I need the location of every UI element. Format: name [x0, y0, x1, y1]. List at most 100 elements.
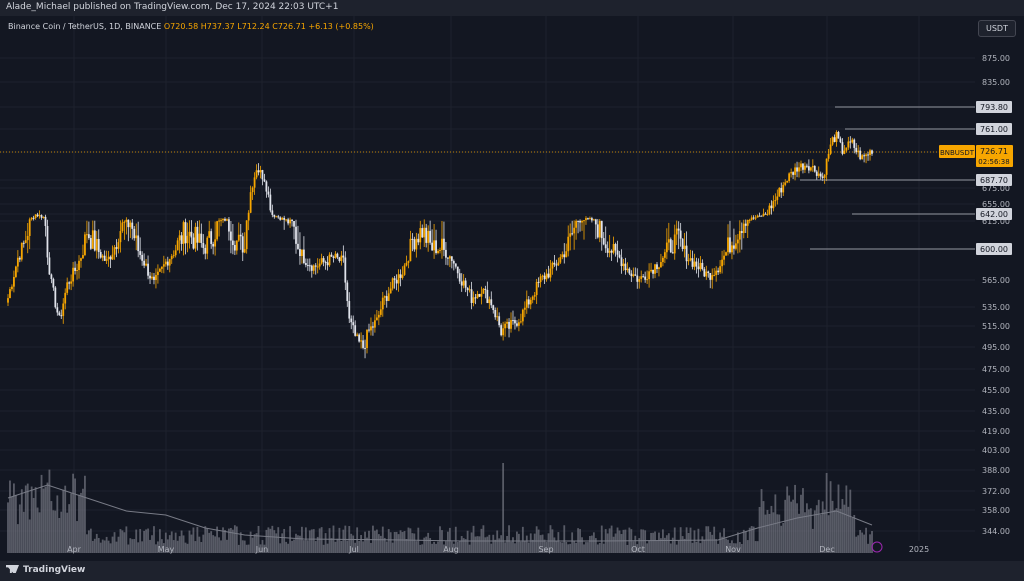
candle-body [330, 254, 333, 257]
volume-bar [592, 532, 595, 553]
candle-body [839, 138, 842, 143]
candle-body [253, 177, 256, 188]
candle-body [579, 220, 581, 223]
candlestick-chart[interactable]: 875.00 835.00 675.00 655.00 615.00 565.00 535.… [0, 16, 1024, 561]
candle-body [847, 141, 850, 148]
candle-body [89, 237, 92, 249]
candle-body [685, 245, 688, 262]
candle-body [32, 217, 35, 219]
volume-bar [241, 540, 244, 553]
volume-bar [235, 526, 238, 553]
volume-bar [472, 525, 475, 553]
volume-bar [322, 544, 325, 553]
volume-bar [766, 509, 769, 553]
volume-bar [665, 535, 668, 553]
volume-bar [48, 469, 51, 553]
chart-area[interactable]: 875.00 835.00 675.00 655.00 615.00 565.00 535.… [0, 16, 1024, 561]
volume-bar [103, 540, 106, 553]
candle-body [344, 257, 347, 283]
candle-body [573, 227, 576, 234]
volume-bar [488, 534, 491, 553]
candle-body [827, 153, 830, 159]
candle-body [703, 269, 706, 277]
candle-body [721, 259, 723, 267]
volume-bar [768, 513, 771, 553]
footer-bar [0, 561, 1024, 581]
volume-bar [806, 503, 808, 553]
volume-bar [445, 541, 447, 553]
currency-button[interactable]: USDT [978, 20, 1016, 37]
volume-bar [441, 530, 443, 553]
volume-bar [504, 542, 506, 553]
candle-body [774, 199, 777, 202]
volume-bar [581, 537, 583, 553]
volume-bar [87, 530, 90, 553]
volume-bar [596, 544, 599, 553]
candle-body [519, 321, 522, 323]
volume-bar [74, 478, 76, 553]
candle-body [70, 281, 73, 284]
candle-body [590, 218, 593, 221]
candle-body [366, 329, 368, 349]
candle-body [34, 214, 37, 218]
candle-body [606, 248, 609, 253]
candle-body [403, 265, 406, 275]
volume-bar [308, 530, 311, 553]
volume-bar [82, 488, 84, 553]
candle-body [699, 262, 702, 270]
volume-bar [310, 529, 313, 553]
volume-bar [186, 543, 189, 553]
volume-bar [435, 543, 437, 553]
candle-body [281, 217, 284, 220]
volume-bar [97, 537, 100, 553]
candle-body [143, 260, 146, 266]
candle-body [561, 254, 564, 258]
price-tick-label: 495.00 [982, 343, 1010, 352]
time-tick-label: Jun [255, 545, 269, 554]
candle-body [228, 219, 230, 232]
candle-body [356, 334, 359, 336]
price-tick-label: 372.00 [982, 487, 1010, 496]
volume-bar [437, 541, 439, 553]
volume-bar [374, 530, 376, 553]
candle-body [427, 230, 430, 243]
volume-bar [190, 534, 193, 553]
candle-body [145, 263, 147, 266]
candle-body [859, 150, 862, 160]
candle-body [265, 181, 268, 192]
volume-bar [508, 525, 510, 553]
candle-body [269, 194, 272, 211]
volume-bar [32, 497, 35, 553]
volume-bar [782, 523, 785, 553]
candle-body [843, 150, 846, 154]
volume-bar [823, 509, 826, 553]
time-tick-label: Jul [348, 545, 359, 554]
candle-body [796, 167, 798, 172]
volume-bar [589, 536, 591, 553]
volume-bar [792, 499, 794, 553]
candle-body [322, 258, 325, 262]
volume-bar [454, 526, 457, 553]
price-tick-label: 419.00 [982, 427, 1010, 436]
time-tick-label: Sep [538, 545, 553, 554]
volume-bar [277, 527, 280, 553]
volume-bar [220, 540, 222, 553]
volume-bar [419, 544, 422, 553]
volume-bar [297, 535, 299, 553]
candle-body [750, 217, 753, 220]
candle-body [857, 150, 860, 153]
candle-body [160, 266, 163, 269]
candle-body [212, 243, 215, 247]
candle-body [346, 282, 349, 302]
candle-body [11, 286, 13, 290]
time-tick-label: Oct [631, 545, 645, 554]
volume-bar [413, 533, 416, 553]
volume-bar [516, 531, 518, 553]
candle-body [794, 167, 796, 175]
candle-body [713, 274, 716, 276]
brand-name: TradingView [23, 565, 86, 575]
candle-body [249, 192, 252, 213]
volume-bar [533, 533, 536, 553]
volume-bar [829, 481, 832, 553]
candle-body [76, 270, 78, 272]
